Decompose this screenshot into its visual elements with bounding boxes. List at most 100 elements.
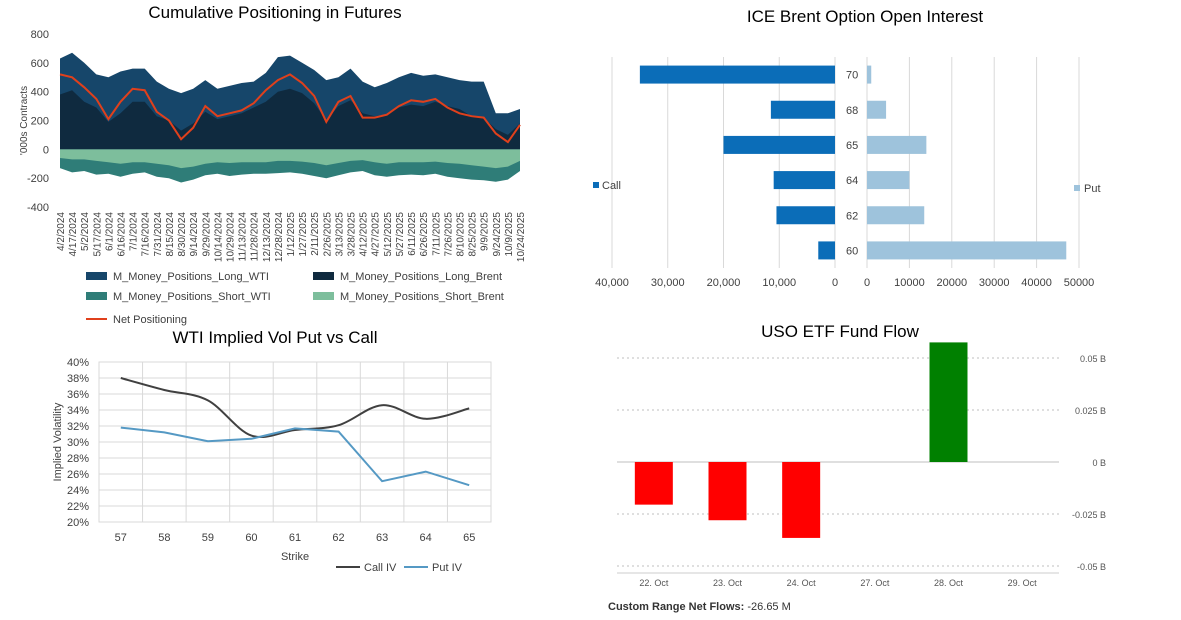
uso-x-tick: 22. Oct	[639, 578, 669, 588]
futures-x-tick: 8/10/2025	[456, 212, 467, 257]
ice-put-bar	[867, 135, 927, 154]
ice-strike-label: 60	[846, 245, 858, 257]
ice-call-axis-tick: 0	[832, 277, 838, 289]
vol-y-tick: 28%	[67, 453, 89, 465]
ice-legend-label: Put	[1084, 183, 1101, 195]
futures-x-tick: 12/28/2024	[274, 212, 285, 262]
vol-y-tick: 20%	[67, 517, 89, 529]
ice-put-axis-tick: 0	[864, 277, 870, 289]
futures-chart: 800 600 400 200 0 -200 -400 '000s Contracts 4/2/…	[19, 29, 527, 326]
uso-flow-bar	[708, 462, 747, 521]
vol-y-tick: 32%	[67, 421, 89, 433]
ice-call-bar	[723, 135, 835, 154]
futures-x-tick: 12/13/2024	[262, 212, 273, 262]
ice-put-bar	[867, 100, 887, 119]
futures-x-tick: 7/31/2024	[153, 212, 164, 257]
futures-legend-swatch	[86, 272, 107, 280]
ice-legend-swatch	[1074, 185, 1080, 191]
vol-x-tick: 61	[289, 532, 301, 544]
ice-call-bar	[770, 100, 835, 119]
futures-x-tick: 9/24/2025	[492, 212, 503, 257]
futures-x-tick: 6/26/2025	[419, 212, 430, 257]
futures-net-positioning-line	[59, 73, 521, 144]
uso-chart: 0.05 B 0.025 B 0 B -0.025 B -0.05 B 22. Oct 23…	[617, 342, 1106, 588]
uso-flow-bar	[782, 462, 821, 538]
futures-area-m-money-positions-short-brent	[60, 149, 520, 169]
futures-x-tick: 9/29/2024	[201, 212, 212, 257]
uso-x-tick: 23. Oct	[713, 578, 743, 588]
vol-x-tick: 65	[463, 532, 475, 544]
vol-x-tick: 63	[376, 532, 388, 544]
net-flows-value: -26.65 M	[747, 601, 791, 613]
futures-y-tick: -200	[27, 173, 49, 185]
futures-x-tick: 5/27/2025	[395, 212, 406, 257]
futures-y-tick: 600	[31, 58, 49, 70]
futures-y-tick: 0	[43, 144, 49, 156]
futures-x-tick: 4/17/2024	[68, 212, 79, 257]
vol-call-iv-line	[120, 377, 470, 439]
ice-call-bar	[773, 171, 835, 190]
uso-chart-title: USO ETF Fund Flow	[761, 322, 919, 341]
futures-legend-swatch	[313, 292, 334, 300]
vol-y-tick: 24%	[67, 485, 89, 497]
futures-x-tick: 5/17/2024	[92, 212, 103, 257]
uso-net-flows-footer: Custom Range Net Flows: -26.65 M	[608, 601, 791, 613]
vol-legend-label: Put IV	[432, 562, 463, 574]
uso-x-tick: 29. Oct	[1008, 578, 1038, 588]
ice-put-axis-tick: 20000	[937, 277, 968, 289]
futures-y-tick: 400	[31, 87, 49, 99]
futures-x-tick: 2/26/2025	[322, 212, 333, 257]
futures-legend-label: Net Positioning	[113, 314, 187, 326]
uso-y-tick: 0.05 B	[1080, 354, 1106, 364]
futures-x-tick: 4/2/2024	[56, 212, 67, 251]
ice-call-bar	[818, 241, 835, 260]
ice-call-axis-tick: 20,000	[707, 277, 741, 289]
ice-put-axis-tick: 10000	[894, 277, 925, 289]
futures-x-tick: 10/9/2025	[504, 212, 515, 257]
futures-x-tick: 7/26/2025	[443, 212, 454, 257]
ice-put-bar	[867, 241, 1067, 260]
ice-legend-swatch	[593, 182, 599, 188]
vol-y-tick: 40%	[67, 357, 89, 369]
ice-put-bar	[867, 171, 910, 190]
uso-flow-bar	[929, 342, 968, 462]
ice-put-axis-tick: 50000	[1064, 277, 1095, 289]
futures-y-tick: 800	[31, 29, 49, 41]
ice-chart-title: ICE Brent Option Open Interest	[746, 7, 984, 26]
vol-y-tick: 22%	[67, 501, 89, 513]
futures-x-tick: 6/11/2025	[407, 212, 418, 256]
ice-call-bar	[639, 65, 835, 84]
ice-call-axis-tick: 30,000	[651, 277, 685, 289]
vol-x-tick: 60	[245, 532, 257, 544]
futures-x-tick: 10/14/2024	[213, 212, 224, 262]
futures-x-tick: 4/27/2025	[371, 212, 382, 257]
net-flows-label: Custom Range Net Flows:	[608, 601, 745, 613]
ice-put-axis-tick: 30000	[979, 277, 1010, 289]
ice-call-bar	[776, 206, 835, 225]
futures-legend-label: M_Money_Positions_Long_Brent	[340, 271, 502, 283]
futures-legend-label: M_Money_Positions_Short_Brent	[340, 291, 504, 303]
futures-x-tick: 6/1/2024	[104, 212, 115, 251]
futures-x-tick: 3/13/2025	[334, 212, 345, 257]
futures-x-tick: 2/11/2025	[310, 212, 321, 256]
futures-x-tick: 9/9/2025	[480, 212, 491, 251]
vol-y-axis-label: Implied Volatility	[52, 402, 64, 481]
uso-y-tick: 0 B	[1092, 458, 1106, 468]
vol-x-tick: 58	[158, 532, 170, 544]
ice-strike-label: 62	[846, 210, 858, 222]
vol-y-tick: 34%	[67, 405, 89, 417]
uso-y-tick: 0.025 B	[1075, 406, 1106, 416]
vol-x-axis-label: Strike	[281, 551, 309, 563]
ice-call-axis-tick: 10,000	[762, 277, 796, 289]
uso-x-tick: 24. Oct	[787, 578, 817, 588]
ice-strike-label: 70	[846, 70, 858, 82]
uso-x-tick: 28. Oct	[934, 578, 964, 588]
vol-x-tick: 59	[202, 532, 214, 544]
vol-y-tick: 38%	[67, 373, 89, 385]
futures-x-tick: 8/25/2025	[468, 212, 479, 257]
ice-chart: 70 68 65 64 62 60 40,000 30,000 20,000 10,000 0 0 10…	[593, 57, 1101, 289]
futures-y-axis-label: '000s Contracts	[19, 86, 30, 155]
futures-x-tick: 7/1/2024	[129, 212, 140, 251]
ice-put-axis-tick: 40000	[1021, 277, 1052, 289]
uso-y-tick: -0.05 B	[1077, 562, 1106, 572]
